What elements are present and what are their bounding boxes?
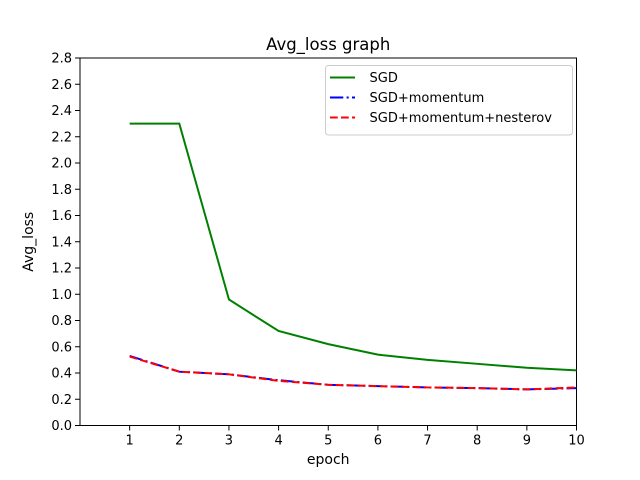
y-tick-label: 0.0	[51, 419, 72, 434]
y-tick-label: 2.2	[51, 130, 72, 145]
x-tick-label: 2	[175, 434, 183, 449]
series-line-sgd-momentum-nesterov	[129, 355, 577, 391]
x-tick-label: 9	[523, 434, 531, 449]
legend-label-sgd-momentum-nesterov: SGD+momentum+nesterov	[370, 111, 553, 126]
y-tick-label: 2.6	[51, 78, 72, 93]
legend-box	[325, 65, 573, 136]
y-tick-label: 1.0	[51, 288, 72, 303]
y-tick-label: 0.8	[51, 314, 72, 329]
data-series-lines	[129, 122, 577, 391]
x-tick-label: 10	[568, 434, 585, 449]
x-tick-label: 6	[374, 434, 382, 449]
x-tick-label: 4	[274, 434, 282, 449]
x-tick-label: 5	[324, 434, 332, 449]
legend: SGD SGD+momentum SGD+momentum+nesterov	[325, 65, 573, 136]
y-tick-label: 2.8	[51, 52, 72, 67]
y-tick-label: 2.4	[51, 104, 72, 119]
y-tick-label: 1.2	[51, 262, 72, 277]
y-tick-label: 0.4	[51, 367, 72, 382]
y-tick-label: 1.8	[51, 183, 72, 198]
series-line-sgd	[129, 122, 577, 372]
y-tick-label: 1.4	[51, 235, 72, 250]
legend-label-sgd: SGD	[370, 71, 398, 86]
x-tick-label: 3	[225, 434, 233, 449]
x-tick-label: 7	[423, 434, 431, 449]
x-tick-label: 8	[473, 434, 481, 449]
y-tick-label: 2.0	[51, 157, 72, 172]
y-tick-label: 1.6	[51, 209, 72, 224]
x-axis-label: epoch	[307, 452, 350, 468]
y-tick-label: 0.6	[51, 340, 72, 355]
y-tick-label: 0.2	[51, 393, 72, 408]
chart-title: Avg_loss graph	[266, 35, 390, 55]
x-tick-label: 1	[126, 434, 134, 449]
y-axis-label: Avg_loss	[21, 212, 37, 272]
axis-ticks: 1 2 3 4 5 6 7 8 9 10 0.0 0.2 0.4 0.6 0.8 1.0 1.2 1.4 1.6 1.…	[51, 52, 584, 449]
legend-label-sgd-momentum: SGD+momentum	[370, 91, 485, 106]
